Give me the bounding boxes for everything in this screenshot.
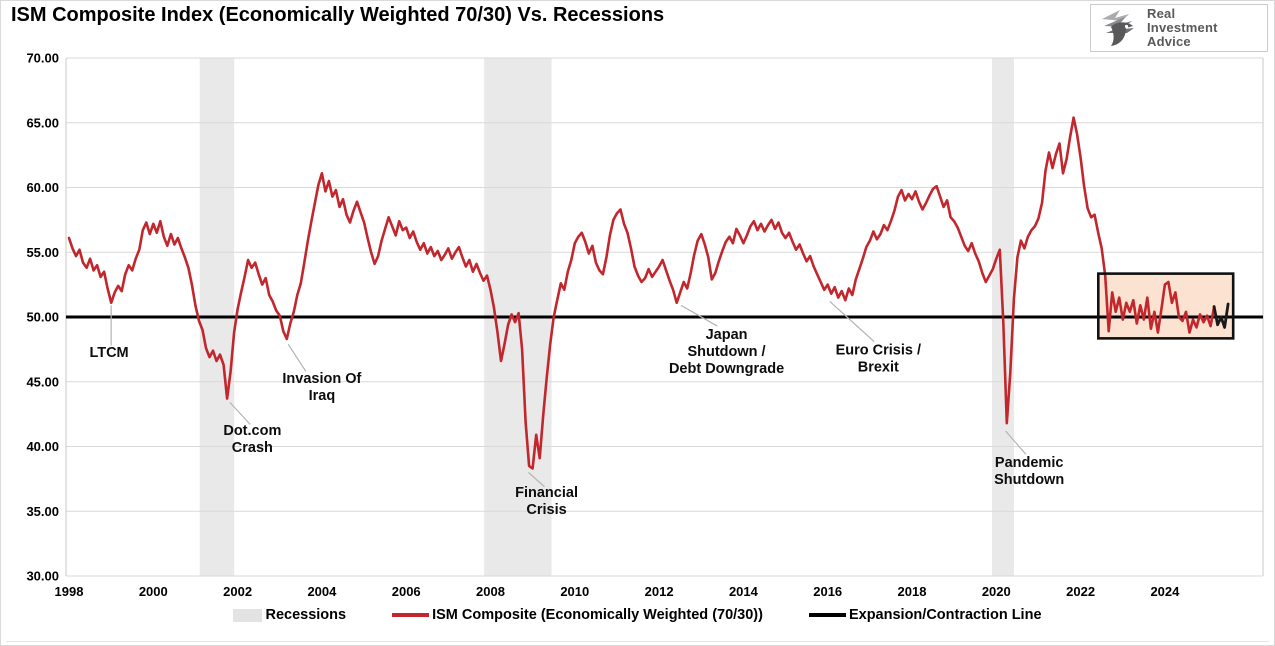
annotation-financial-crisis: Financial Crisis xyxy=(515,471,578,518)
x-tick-label: 2004 xyxy=(307,584,337,599)
legend-item-ism-composite: ISM Composite (Economically Weighted (70… xyxy=(392,607,763,623)
annotation-leader-line xyxy=(229,402,251,425)
bottom-divider xyxy=(6,641,1269,642)
annotation-ltcm: LTCM xyxy=(89,305,129,361)
x-tick-label: 2002 xyxy=(223,584,252,599)
y-tick-label: 45.00 xyxy=(26,374,59,389)
x-tick-label: 1998 xyxy=(55,584,84,599)
legend-item-expansion-line: Expansion/Contraction Line xyxy=(808,607,1042,623)
annotation-text: Pandemic Shutdown xyxy=(994,455,1064,488)
y-axis-labels: 30.00 35.00 40.00 45.00 50.00 55.00 60.00 65.00… xyxy=(26,51,59,584)
page-title: ISM Composite Index (Economically Weight… xyxy=(11,4,665,26)
chart-legend: Recessions ISM Composite (Economically W… xyxy=(1,607,1274,623)
annotation-text: Dot.com Crash xyxy=(223,423,281,456)
legend-label-recessions: Recessions xyxy=(265,607,347,623)
logo-line-2: Investment xyxy=(1147,20,1218,35)
ria-logo: Real Investment Advice xyxy=(1090,4,1268,52)
annotation-text: LTCM xyxy=(89,345,128,361)
ism-line-swatch-icon xyxy=(392,613,430,617)
annotation-leader-line xyxy=(829,301,875,343)
y-tick-label: 30.00 xyxy=(26,569,59,584)
x-tick-label: 2016 xyxy=(813,584,842,599)
annotation-leader-line xyxy=(1005,430,1027,455)
x-tick-label: 2010 xyxy=(560,584,589,599)
annotation-japan-shutdown-debt-downgrade: Japan Shutdown / Debt Downgrade xyxy=(669,304,784,377)
annotation-leader-line xyxy=(287,343,307,372)
annotation-leader-line xyxy=(680,304,718,327)
x-axis-labels: 1998 2000 2002 2004 2006 2008 2010 2012 2014 2016… xyxy=(55,584,1181,599)
x-tick-label: 2012 xyxy=(645,584,674,599)
y-tick-label: 65.00 xyxy=(26,115,59,130)
legend-item-recessions: Recessions xyxy=(233,607,346,623)
y-tick-label: 55.00 xyxy=(26,245,59,260)
x-tick-label: 2024 xyxy=(1150,584,1180,599)
x-tick-label: 2006 xyxy=(392,584,421,599)
logo-line-1: Real xyxy=(1147,6,1176,21)
y-tick-label: 35.00 xyxy=(26,504,59,519)
y-tick-label: 60.00 xyxy=(26,180,59,195)
annotation-text: Invasion Of Iraq xyxy=(282,371,361,404)
annotation-leader-line xyxy=(528,471,545,488)
x-tick-label: 2014 xyxy=(729,584,759,599)
y-tick-label: 70.00 xyxy=(26,51,59,66)
legend-label-expansion-line: Expansion/Contraction Line xyxy=(848,607,1042,623)
annotation-invasion-of-iraq: Invasion Of Iraq xyxy=(282,343,362,404)
x-tick-label: 2000 xyxy=(139,584,168,599)
x-tick-label: 2008 xyxy=(476,584,505,599)
annotation-text: Euro Crisis / Brexit xyxy=(836,343,921,376)
x-tick-label: 2020 xyxy=(982,584,1011,599)
ria-logo-text: Real Investment Advice xyxy=(1147,7,1218,49)
annotation-text: Financial Crisis xyxy=(515,485,578,518)
recession-swatch-icon xyxy=(233,608,263,622)
annotation-text: Japan Shutdown / Debt Downgrade xyxy=(669,327,784,377)
x-tick-label: 2018 xyxy=(898,584,927,599)
ism-composite-line xyxy=(67,116,1216,470)
y-tick-label: 40.00 xyxy=(26,439,59,454)
annotation-pandemic-shutdown: Pandemic Shutdown xyxy=(994,430,1064,488)
y-tick-label: 50.00 xyxy=(26,310,59,325)
annotation-euro-crisis-brexit: Euro Crisis / Brexit xyxy=(829,301,921,376)
ria-eagle-logo-icon xyxy=(1102,10,1134,46)
annotation-dotcom-crash: Dot.com Crash xyxy=(223,402,281,456)
expansion-line-swatch-icon xyxy=(808,613,846,617)
logo-line-3: Advice xyxy=(1147,34,1191,49)
legend-label-ism-composite: ISM Composite (Economically Weighted (70… xyxy=(432,607,763,623)
ism-composite-line-latest-segment xyxy=(1212,302,1230,329)
x-tick-label: 2022 xyxy=(1066,584,1095,599)
highlight-box-border xyxy=(1097,272,1235,340)
